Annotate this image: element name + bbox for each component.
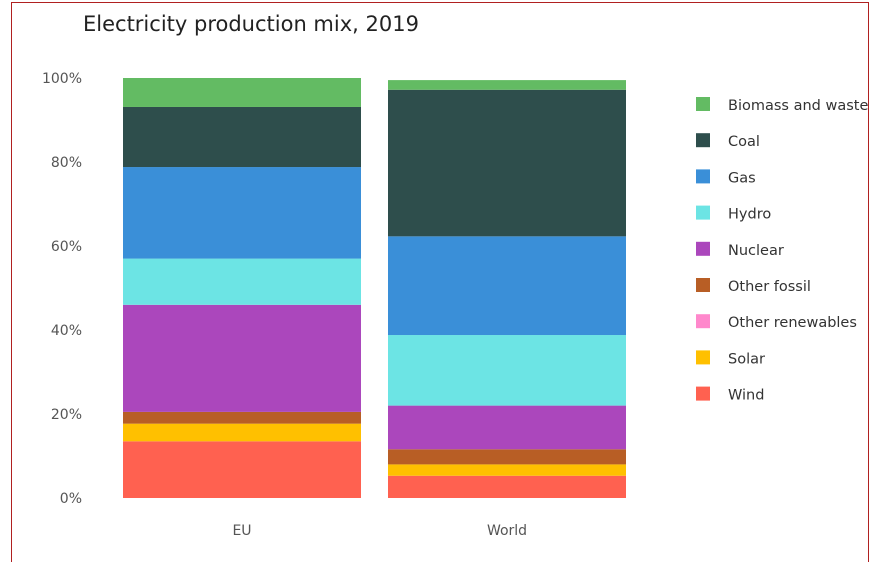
chart-title: Electricity production mix, 2019 <box>83 12 419 36</box>
bar-segment-eu-solar[interactable] <box>123 423 361 442</box>
x-tick-label: World <box>487 523 527 539</box>
legend-label: Gas <box>728 170 756 186</box>
y-tick-label: 80% <box>51 155 82 171</box>
legend-label: Other renewables <box>728 315 857 331</box>
bar-segment-world-solar[interactable] <box>388 464 626 476</box>
legend-swatch <box>696 241 710 256</box>
legend-item-nuclear[interactable]: Nuclear <box>696 241 784 259</box>
bar-segment-world-hydro[interactable] <box>388 335 626 406</box>
legend-swatch <box>696 133 710 148</box>
legend-item-solar[interactable]: Solar <box>696 350 765 367</box>
y-tick-label: 60% <box>51 239 82 255</box>
legend-swatch <box>696 350 710 365</box>
legend-swatch <box>696 278 710 292</box>
bar-segment-world-coal[interactable] <box>388 89 626 237</box>
bar-segment-eu-biomass-and-waste[interactable] <box>123 78 361 107</box>
bar-group-eu <box>123 78 361 498</box>
y-tick-label: 20% <box>51 407 82 423</box>
y-tick-label: 40% <box>51 323 82 339</box>
bar-segment-eu-nuclear[interactable] <box>123 304 361 412</box>
legend-swatch <box>696 386 710 401</box>
bar-segment-world-biomass-and-waste[interactable] <box>388 80 626 90</box>
legend-item-coal[interactable]: Coal <box>696 133 760 150</box>
bar-segment-eu-hydro[interactable] <box>123 258 361 305</box>
legend-label: Nuclear <box>728 243 784 259</box>
y-axis: 0% 20% 40% 60% 80% 100% <box>42 71 82 507</box>
bar-segment-world-gas[interactable] <box>388 236 626 336</box>
legend-label: Hydro <box>728 207 771 223</box>
legend-swatch <box>696 205 710 220</box>
legend-item-biomass-and-waste[interactable]: Biomass and waste <box>696 97 868 114</box>
legend-item-wind[interactable]: Wind <box>696 386 764 404</box>
bar-segment-eu-wind[interactable] <box>123 441 361 498</box>
legend: Biomass and waste Coal Gas Hydro Nuclear Othe… <box>696 97 868 404</box>
bar-segment-world-wind[interactable] <box>388 475 626 498</box>
legend-item-hydro[interactable]: Hydro <box>696 205 771 223</box>
bar-segment-world-other-fossil[interactable] <box>388 449 626 465</box>
bar-group-world <box>388 80 626 498</box>
legend-label: Wind <box>728 388 764 404</box>
legend-item-gas[interactable]: Gas <box>696 169 756 186</box>
bar-segment-world-nuclear[interactable] <box>388 405 626 450</box>
y-tick-label: 100% <box>42 71 82 87</box>
bar-segment-eu-coal[interactable] <box>123 106 361 168</box>
x-tick-label: EU <box>232 523 251 539</box>
legend-label: Coal <box>728 134 760 150</box>
bar-segment-eu-other-fossil[interactable] <box>123 411 361 424</box>
legend-item-other-fossil[interactable]: Other fossil <box>696 278 811 295</box>
legend-swatch <box>696 97 710 111</box>
legend-swatch <box>696 169 710 184</box>
legend-label: Other fossil <box>728 279 811 295</box>
legend-swatch <box>696 314 710 329</box>
bars <box>123 78 626 498</box>
legend-item-other-renewables[interactable]: Other renewables <box>696 314 857 331</box>
x-axis: EU World <box>232 523 527 539</box>
legend-label: Biomass and waste <box>728 98 868 114</box>
y-tick-label: 0% <box>60 491 82 507</box>
legend-label: Solar <box>728 351 765 367</box>
bar-segment-eu-gas[interactable] <box>123 167 361 259</box>
